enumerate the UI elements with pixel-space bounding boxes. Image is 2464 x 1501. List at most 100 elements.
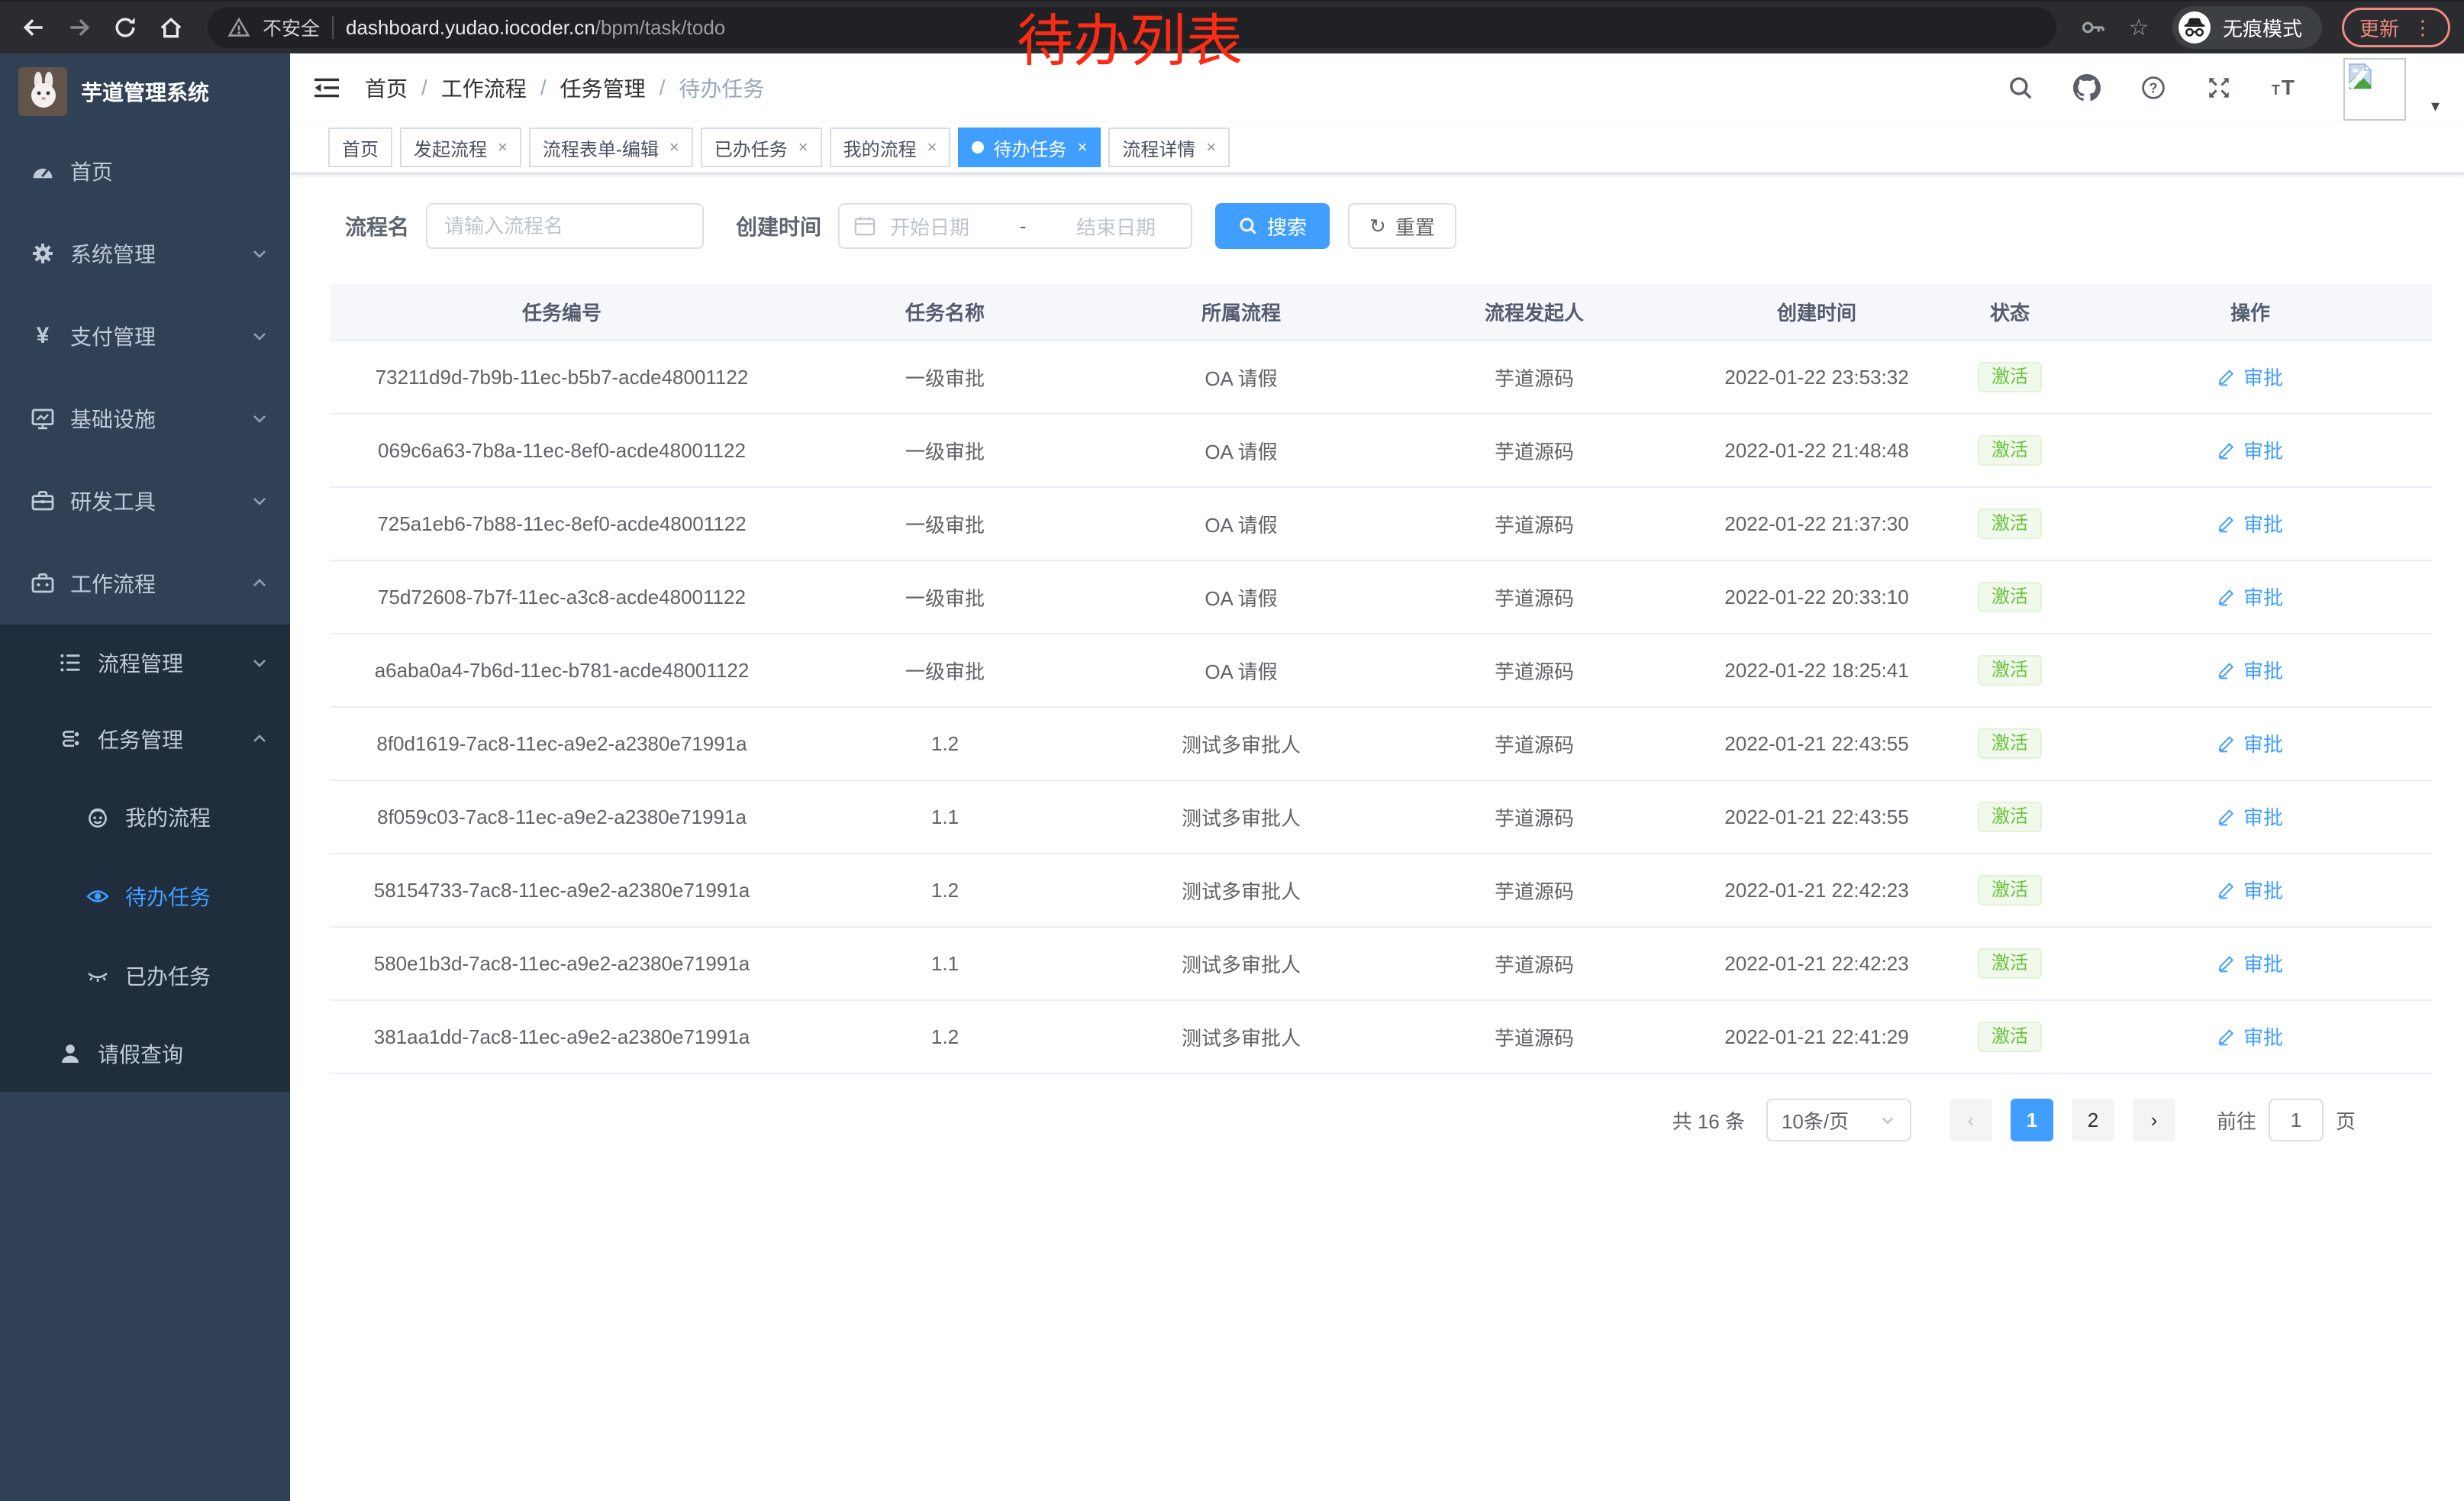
breadcrumb-home[interactable]: 首页 (365, 77, 408, 101)
approve-link[interactable]: 审批 (2217, 729, 2283, 757)
sidebar-item-infrastructure[interactable]: 基础设施 (0, 377, 290, 460)
dashboard-icon (31, 159, 55, 183)
close-icon[interactable]: × (798, 137, 808, 157)
page-button-2[interactable]: 2 (2071, 1099, 2114, 1141)
goto-label: 前往 (2216, 1109, 2256, 1133)
status-badge: 激活 (1978, 362, 2042, 392)
start-date-placeholder: 开始日期 (890, 215, 970, 239)
sidebar-item-leave-query[interactable]: 请假查询 (0, 1015, 290, 1092)
approve-link[interactable]: 审批 (2217, 802, 2283, 831)
approve-link[interactable]: 审批 (2217, 436, 2283, 464)
broken-image-icon (2348, 63, 2372, 89)
browser-address-bar[interactable]: 不安全 dashboard.yudao.iocoder.cn/bpm/task/… (208, 7, 2056, 48)
eye-open-icon (85, 884, 110, 909)
tab-start-process[interactable]: 发起流程 × (400, 128, 521, 167)
end-date-placeholder: 结束日期 (1076, 215, 1156, 239)
github-icon[interactable] (2072, 74, 2101, 102)
table-row: 58154733-7ac8-11ec-a9e2-a2380e71991a 1.2 测… (330, 854, 2432, 928)
tab-home[interactable]: 首页 (328, 128, 392, 167)
sidebar-item-workflow[interactable]: 工作流程 (0, 542, 290, 625)
avatar[interactable] (2343, 58, 2406, 121)
avatar-caret-icon[interactable]: ▾ (2430, 96, 2440, 115)
bookmark-star-icon[interactable]: ☆ (2128, 15, 2150, 40)
sidebar-item-home[interactable]: 首页 (0, 130, 290, 212)
browser-menu-icon[interactable]: ⋮ (2413, 15, 2433, 39)
help-icon[interactable]: ? (2140, 75, 2166, 101)
status-badge: 激活 (1978, 802, 2042, 832)
prev-page-button[interactable]: ‹ (1949, 1099, 1992, 1141)
browser-back-button[interactable] (14, 8, 53, 47)
approve-link[interactable]: 审批 (2217, 1022, 2283, 1051)
close-icon[interactable]: × (1206, 137, 1217, 157)
logo-image (18, 67, 67, 116)
search-icon[interactable] (2008, 75, 2033, 101)
eye-closed-icon (85, 964, 110, 988)
sidebar-item-task-management[interactable]: 任务管理 (0, 701, 290, 777)
briefcase-icon (31, 571, 55, 596)
security-warning-icon[interactable] (227, 16, 250, 39)
close-icon[interactable]: × (498, 137, 508, 157)
page-url[interactable]: dashboard.yudao.iocoder.cn/bpm/task/todo (346, 15, 726, 39)
task-tree-icon (58, 727, 82, 751)
approve-link[interactable]: 审批 (2217, 583, 2283, 611)
status-badge: 激活 (1978, 1022, 2042, 1052)
goto-page-input[interactable] (2268, 1099, 2324, 1141)
status-badge: 激活 (1978, 728, 2042, 759)
workflow-submenu: 流程管理 任务管理 我的流程 (0, 625, 290, 1092)
col-starter: 流程发起人 (1386, 284, 1682, 341)
breadcrumb: 首页 / 工作流程 / 任务管理 / 待办任务 (365, 73, 764, 103)
fullscreen-icon[interactable] (2206, 75, 2232, 101)
browser-forward-button[interactable] (60, 8, 99, 47)
breadcrumb-current: 待办任务 (679, 77, 765, 101)
approve-link[interactable]: 审批 (2217, 876, 2283, 904)
breadcrumb-workflow[interactable]: 工作流程 (440, 77, 527, 101)
tab-todo-tasks[interactable]: 待办任务 × (958, 128, 1101, 167)
table-row: 8f059c03-7ac8-11ec-a9e2-a2380e71991a 1.1 测… (330, 780, 2432, 854)
goto-unit: 页 (2335, 1109, 2356, 1133)
tab-process-detail[interactable]: 流程详情 × (1108, 128, 1230, 167)
sidebar-item-process-management[interactable]: 流程管理 (0, 625, 290, 701)
close-icon[interactable]: × (669, 137, 679, 157)
close-icon[interactable]: × (927, 137, 937, 157)
status-badge: 激活 (1978, 508, 2042, 539)
toolbox-icon (31, 489, 55, 513)
sidebar-item-system[interactable]: 系统管理 (0, 212, 290, 295)
sidebar-item-todo-tasks[interactable]: 待办任务 (0, 857, 290, 936)
status-badge: 激活 (1978, 435, 2042, 466)
next-page-button[interactable]: › (2132, 1099, 2175, 1141)
sidebar-item-my-process[interactable]: 我的流程 (0, 777, 290, 857)
page-button-1[interactable]: 1 (2010, 1099, 2053, 1141)
chevron-up-icon (250, 574, 269, 592)
browser-reload-button[interactable] (105, 8, 145, 47)
page-content: 流程名 创建时间 开始日期 - 结束日期 搜索 ↻ (290, 174, 2464, 1141)
breadcrumb-task-management[interactable]: 任务管理 (560, 77, 646, 101)
tab-my-process[interactable]: 我的流程 × (829, 128, 951, 167)
app-title: 芋道管理系统 (81, 81, 210, 105)
reset-button[interactable]: ↻ 重置 (1348, 203, 1456, 249)
table-row: 381aa1dd-7ac8-11ec-a9e2-a2380e71991a 1.2 测… (330, 1000, 2432, 1074)
chevron-down-icon (1882, 1117, 1894, 1125)
status-badge: 激活 (1978, 948, 2042, 979)
tab-done-tasks[interactable]: 已办任务 × (700, 128, 822, 167)
status-badge: 激活 (1978, 655, 2042, 686)
browser-update-button[interactable]: 更新 ⋮ (2341, 8, 2450, 47)
browser-home-button[interactable] (151, 8, 191, 47)
approve-link[interactable]: 审批 (2217, 363, 2283, 391)
approve-link[interactable]: 审批 (2217, 656, 2283, 684)
sidebar-collapse-icon[interactable] (313, 76, 340, 99)
close-icon[interactable]: × (1077, 137, 1088, 157)
sidebar-item-dev-tools[interactable]: 研发工具 (0, 460, 290, 542)
approve-link[interactable]: 审批 (2217, 949, 2283, 977)
sidebar-item-done-tasks[interactable]: 已办任务 (0, 936, 290, 1015)
approve-link[interactable]: 审批 (2217, 509, 2283, 537)
app-logo[interactable]: 芋道管理系统 (0, 53, 290, 130)
sidebar-item-payment[interactable]: ¥ 支付管理 (0, 295, 290, 377)
search-button[interactable]: 搜索 (1215, 203, 1330, 249)
process-name-input[interactable] (426, 203, 705, 249)
date-range-picker[interactable]: 开始日期 - 结束日期 (838, 203, 1193, 249)
table-row: 73211d9d-7b9b-11ec-b5b7-acde48001122 一级审批… (330, 341, 2432, 415)
page-size-select[interactable]: 10条/页 (1766, 1099, 1911, 1141)
password-key-icon[interactable] (2073, 8, 2113, 47)
tab-form-edit[interactable]: 流程表单-编辑 × (528, 128, 693, 167)
